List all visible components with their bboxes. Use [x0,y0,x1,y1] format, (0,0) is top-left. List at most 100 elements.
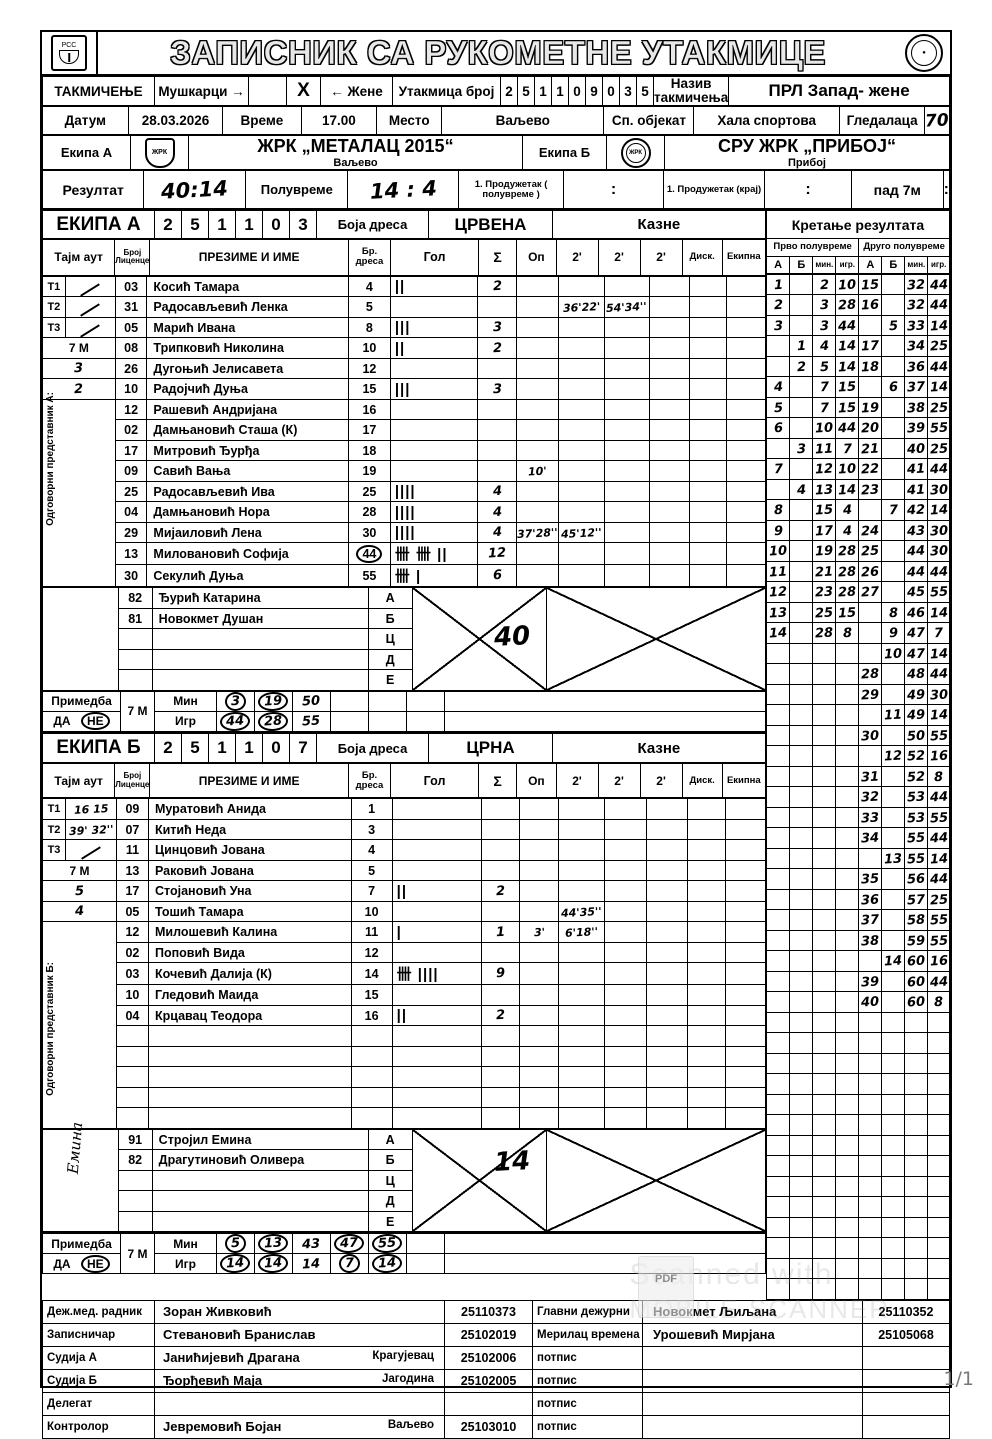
official-name-secondary[interactable]: Урошевић Мирјана [642,1322,863,1347]
official-row[interactable]: 82 Ђурић Катарина А [42,587,766,691]
player-goal-tally[interactable]: |||| [389,480,478,503]
official-license [117,1190,153,1212]
player-goal-tally[interactable] [391,900,482,923]
rep-sign-box[interactable] [42,1128,119,1233]
player-goal-tally[interactable]: 卌 卌 || [389,542,478,566]
timeout-mark[interactable]: 16 15 [64,798,117,820]
player-goal-tally[interactable] [391,1025,482,1047]
women-checkbox[interactable]: X [286,75,321,107]
progress-h1-min: 28 [812,622,837,644]
player-goal-tally[interactable] [391,941,482,964]
player-goal-tally[interactable]: || [391,880,482,902]
player-goal-tally[interactable]: ||| [389,378,478,400]
player-goal-tally[interactable] [391,984,482,1006]
player-row[interactable]: Т2 39' 32'' 07 Китић Неда 3 [42,818,766,841]
player-goal-tally[interactable] [389,398,478,421]
player-row[interactable]: 09 Савић Вања 19 10' [43,460,766,482]
player-row[interactable] [43,1107,766,1129]
official-footer-row[interactable]: Деж.мед. радник Зоран Живковић 25110373 Гла… [42,1299,950,1324]
player-goal-tally[interactable] [391,798,482,820]
player-goal-tally[interactable]: |||| [389,501,478,523]
player-row[interactable]: 5 17 Стојановић Уна 7 || 2 [42,880,766,902]
player-row[interactable]: 7 М 13 Раковић Јована 5 [42,859,766,882]
player-goal-tally[interactable]: || [391,1004,482,1027]
player-goal-tally[interactable]: || [389,275,478,298]
player-shirt-number [350,1045,393,1068]
player-row[interactable]: 17 Митровић Ђурђа 18 [43,439,766,462]
official-row[interactable]: Ц [43,1169,766,1192]
player-row[interactable]: Т1 03 Косић Тамара 4 || 2 [42,275,766,298]
player-goal-tally[interactable]: || [389,337,478,359]
official-footer-row[interactable]: Судија А Јанићијевић Драгана Крагујевац 251… [42,1345,950,1370]
player-goal-tally[interactable]: 卌 |||| [391,962,482,986]
men-checkbox[interactable] [248,75,287,107]
player-row[interactable] [43,1086,766,1109]
official-row[interactable]: Д [43,1190,766,1212]
player-goal-tally[interactable] [391,1066,482,1088]
player-row[interactable]: 02 Поповић Вида 12 [43,941,766,964]
player-goal-tally[interactable]: |||| [389,521,478,544]
timeout-mark[interactable] [64,275,116,298]
player-goal-tally[interactable] [391,859,482,882]
player-goal-tally[interactable] [391,839,482,861]
player-row[interactable]: 2 10 Радојчић Дуња 15 ||| 3 [42,378,766,400]
player-row[interactable] [43,1066,766,1088]
official-row[interactable]: Ц [43,628,766,650]
player-goal-tally[interactable] [391,1045,482,1068]
player-row[interactable]: 25 Радосављевић Ива 25 |||| 4 [43,480,766,503]
player-row[interactable]: Т3 05 Марић Ивана 8 ||| 3 [42,316,766,339]
player-row[interactable] [43,1045,766,1068]
team-b-7m-igr [406,1253,445,1275]
player-goal-tally[interactable]: 卌 | [389,564,478,588]
player-goal-tally[interactable] [389,439,478,462]
official-footer-row[interactable]: Контролор Јевремовић Бојан Ваљево 25103010 п… [42,1414,950,1439]
rep-sign-box[interactable] [42,587,119,691]
player-row[interactable]: 12 Рашевић Андријана 16 [42,398,766,588]
official-row[interactable]: Е [43,669,766,691]
official-row[interactable]: Е [43,1210,766,1233]
player-goal-tally[interactable] [391,1086,482,1109]
player-goal-tally[interactable] [391,818,482,841]
player-row[interactable]: 04 Крцавац Теодора 16 || 2 [43,1004,766,1027]
player-row[interactable]: 29 Мијаиловић Лена 30 |||| 4 37'28'' 45'12'' [43,521,766,544]
player-goal-tally[interactable] [391,1107,482,1129]
player-row[interactable]: 4 05 Тошић Тамара 10 44'35'' [42,900,766,923]
official-footer-row[interactable]: Судија Б Ђорђевић Маја Јагодина 25102005 пот… [42,1368,950,1393]
player-row[interactable]: 12 Милошевић Калина 11 | 1 3' 6'18'' [42,921,766,1129]
progress-h2-min [904,1134,929,1157]
player-goal-tally[interactable] [389,460,478,482]
player-row[interactable]: 04 Дамњановић Нора 28 |||| 4 [43,501,766,523]
player-row[interactable]: 3 26 Дугоњић Јелисавета 12 [42,357,766,380]
official-footer-row[interactable]: Записничар Стевановић Бранислав 25102019 Ме… [42,1322,950,1347]
player-row[interactable]: Т3 11 Цинцовић Јована 4 [42,839,766,861]
official-row[interactable]: 91 Стројил Емина А [42,1128,766,1233]
player-row[interactable]: Т1 16 15 09 Муратовић Анида 1 [42,798,766,820]
player-goal-tally[interactable] [389,296,478,318]
player-row[interactable]: 7 М 08 Трипковић Николина 10 || 2 [42,337,766,359]
official-name-secondary[interactable] [642,1414,863,1439]
player-goal-tally[interactable]: | [391,921,482,943]
player-row[interactable] [43,1025,766,1047]
player-goal-tally[interactable]: ||| [389,316,478,339]
player-row[interactable]: 13 Миловановић Софија 44 卌 卌 || 12 [43,542,766,566]
player-name: Радосављевић Ленка [146,296,349,318]
player-goal-tally[interactable] [389,357,478,380]
timeout-mark[interactable]: 39' 32'' [64,818,117,841]
player-row[interactable]: 02 Дамњановић Сташа (К) 17 [43,419,766,441]
player-shirt-number [350,1086,393,1109]
player-suspension-1: 6'18'' [558,921,606,943]
timeout-mark[interactable] [64,839,117,861]
team-b-remark-choice[interactable]: ДА НЕ [42,1253,121,1275]
team-rep-signature-area[interactable] [42,398,116,588]
player-row[interactable]: Т2 31 Радосављевић Ленка 5 36'22' 54'34'' [42,296,766,318]
progress-h2-min [904,1216,929,1239]
official-name-secondary[interactable] [642,1345,863,1370]
player-goal-tally[interactable] [389,419,478,441]
player-row[interactable]: 30 Секулић Дуња 55 卌 | 6 [43,564,766,588]
team-a-remark-choice[interactable]: ДА НЕ [42,710,121,732]
player-row[interactable]: 03 Кочевић Далија (К) 14 卌 |||| 9 [43,962,766,986]
official-name-secondary[interactable] [642,1368,863,1393]
timeout-mark[interactable] [64,316,116,339]
timeout-mark[interactable] [64,296,116,318]
player-row[interactable]: 10 Гледовић Маида 15 [43,984,766,1006]
